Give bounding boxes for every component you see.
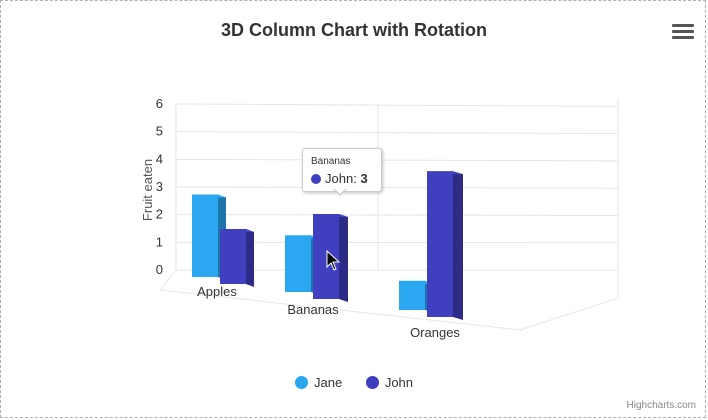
- legend-item-john[interactable]: John: [365, 375, 414, 390]
- menu-bar-line: [672, 30, 694, 33]
- x-category-label: Apples: [197, 284, 237, 299]
- y-tick-label: 1: [156, 234, 163, 249]
- gridline-back: [175, 186, 619, 189]
- tooltip-value: 3: [360, 171, 368, 186]
- legend-label-jane: Jane: [313, 375, 343, 390]
- y-tick-label: 4: [156, 151, 163, 166]
- gridline-back: [175, 131, 619, 135]
- menu-bar-line: [672, 36, 694, 39]
- floor-edge-left: [159, 269, 177, 291]
- x-category-label: Oranges: [410, 325, 460, 340]
- bar-side-john: [453, 171, 463, 320]
- mouse-cursor-icon: [326, 250, 341, 271]
- y-tick-label: 5: [156, 124, 163, 139]
- hamburger-menu-icon[interactable]: [672, 24, 694, 42]
- bar-jane-bananas: [285, 235, 311, 292]
- bar-jane-oranges: [399, 280, 425, 310]
- bar-jane-apples: [192, 194, 218, 277]
- y-tick-label: 2: [156, 207, 163, 222]
- legend-marker-john: [365, 376, 379, 389]
- floor-edge-front: [159, 289, 521, 331]
- credits-link[interactable]: Highcharts.com: [626, 400, 696, 411]
- gridline-back: [175, 158, 619, 162]
- y-tick-label: 6: [156, 96, 163, 111]
- bar-john-apples: [220, 229, 246, 284]
- bar-side-john: [339, 214, 348, 302]
- legend-marker-jane: [294, 376, 308, 389]
- tooltip-category: Bananas: [311, 156, 351, 167]
- floor-edge-right: [519, 297, 619, 331]
- tooltip-series-marker: [311, 174, 321, 184]
- gridline-back: [175, 103, 619, 107]
- gridline-back: [175, 214, 619, 216]
- chart-tooltip: Bananas John: 3: [302, 148, 382, 192]
- menu-bar-line: [672, 24, 694, 27]
- legend-label-john: John: [384, 375, 414, 390]
- bar-john-oranges: [427, 171, 453, 317]
- y-tick-label: 0: [156, 262, 163, 277]
- bar-john-bananas: [313, 214, 339, 299]
- x-category-label: Bananas: [287, 302, 339, 317]
- bar-side-john: [246, 229, 254, 287]
- legend-item-jane[interactable]: Jane: [294, 375, 343, 390]
- chart-legend: Jane John: [0, 375, 708, 390]
- tooltip-row: John: 3: [311, 171, 368, 186]
- chart-title: 3D Column Chart with Rotation: [221, 20, 487, 40]
- y-tick-label: 3: [156, 179, 163, 194]
- tooltip-series-name: John: [325, 171, 354, 186]
- tooltip-pointer-inner: [334, 188, 346, 194]
